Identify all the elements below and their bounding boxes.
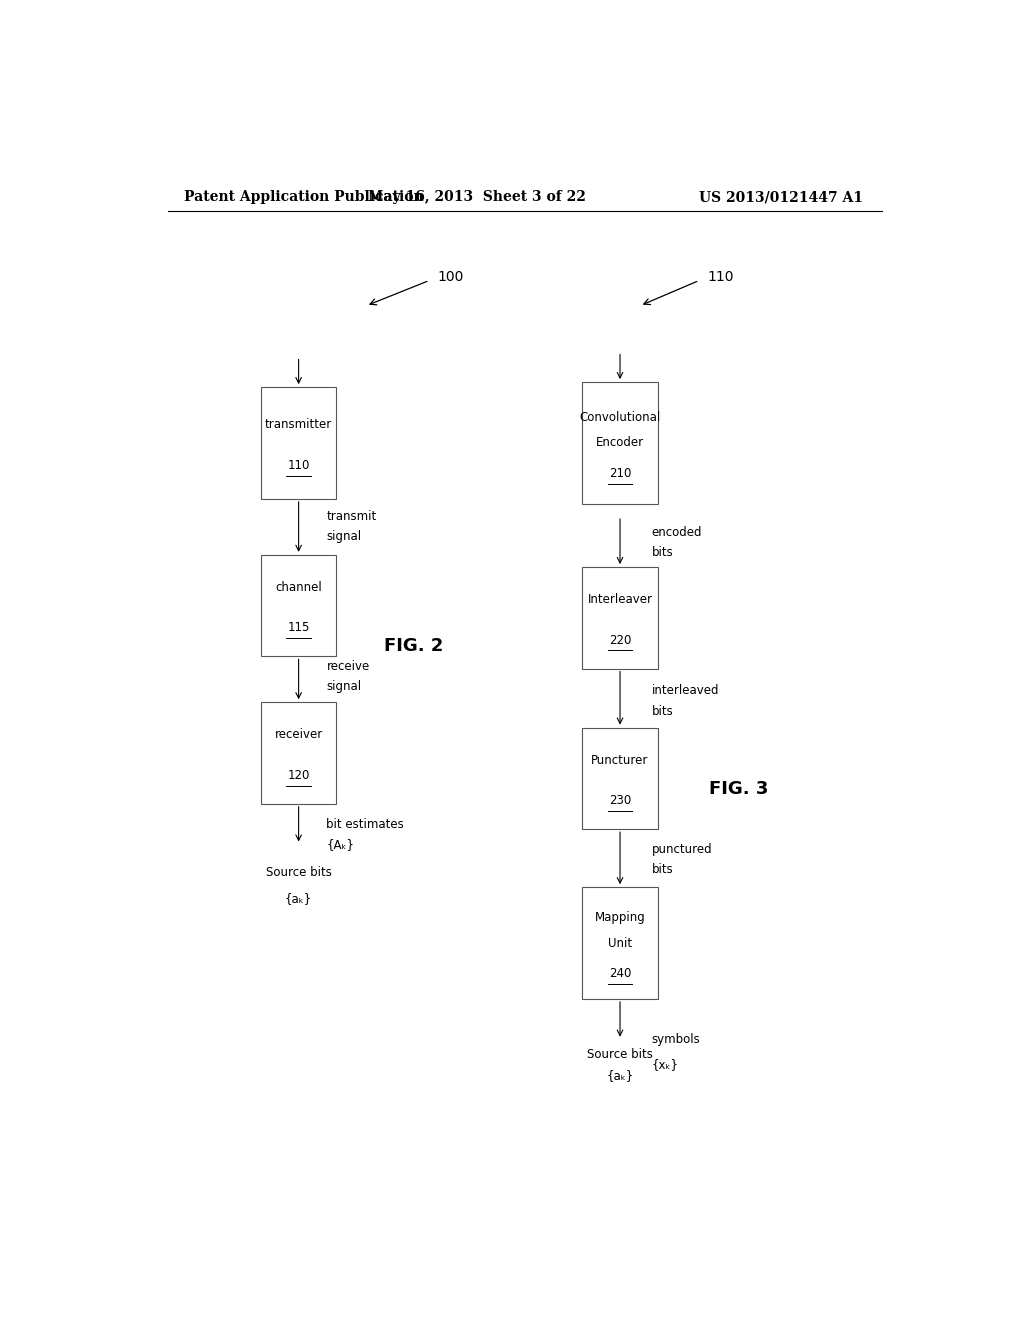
Text: Source bits: Source bits: [587, 1048, 653, 1061]
Text: transmitter: transmitter: [265, 418, 332, 432]
Text: Patent Application Publication: Patent Application Publication: [183, 190, 423, 205]
Text: Encoder: Encoder: [596, 437, 644, 450]
Bar: [261, 702, 336, 804]
Text: {aₖ}: {aₖ}: [285, 892, 312, 904]
Text: interleaved: interleaved: [652, 685, 719, 697]
Text: Unit: Unit: [608, 937, 632, 949]
Text: bits: bits: [652, 863, 674, 876]
Text: transmit: transmit: [327, 510, 377, 523]
Text: {xₖ}: {xₖ}: [652, 1059, 679, 1072]
Text: Mapping: Mapping: [595, 911, 645, 924]
Text: Convolutional: Convolutional: [580, 411, 660, 424]
Text: Source bits: Source bits: [265, 866, 332, 879]
Text: signal: signal: [327, 680, 361, 693]
Text: punctured: punctured: [652, 843, 713, 857]
Text: 110: 110: [288, 459, 310, 471]
Text: channel: channel: [275, 581, 322, 594]
Text: 240: 240: [609, 968, 631, 979]
Text: bits: bits: [652, 705, 674, 718]
Bar: [583, 727, 657, 829]
Text: receive: receive: [327, 660, 370, 673]
Text: Puncturer: Puncturer: [591, 754, 649, 767]
Text: 120: 120: [288, 768, 310, 781]
Text: 110: 110: [708, 271, 734, 284]
Text: 220: 220: [609, 634, 631, 647]
Text: symbols: symbols: [652, 1034, 700, 1047]
Bar: [583, 381, 657, 504]
Text: 100: 100: [437, 271, 464, 284]
Text: {Aₖ}: {Aₖ}: [327, 838, 354, 851]
Text: {aₖ}: {aₖ}: [606, 1069, 634, 1081]
Bar: [583, 568, 657, 669]
Text: receiver: receiver: [274, 729, 323, 742]
Text: encoded: encoded: [652, 525, 702, 539]
Text: bit estimates: bit estimates: [327, 817, 404, 830]
Text: FIG. 2: FIG. 2: [384, 638, 443, 655]
Text: bits: bits: [652, 546, 674, 560]
Text: Interleaver: Interleaver: [588, 593, 652, 606]
Text: 115: 115: [288, 622, 310, 635]
Text: US 2013/0121447 A1: US 2013/0121447 A1: [699, 190, 863, 205]
Text: FIG. 3: FIG. 3: [710, 780, 769, 797]
Bar: [261, 554, 336, 656]
Bar: [261, 387, 336, 499]
Bar: [583, 887, 657, 999]
Text: May 16, 2013  Sheet 3 of 22: May 16, 2013 Sheet 3 of 22: [369, 190, 586, 205]
Text: 230: 230: [609, 795, 631, 808]
Text: signal: signal: [327, 531, 361, 543]
Text: 210: 210: [609, 467, 631, 480]
